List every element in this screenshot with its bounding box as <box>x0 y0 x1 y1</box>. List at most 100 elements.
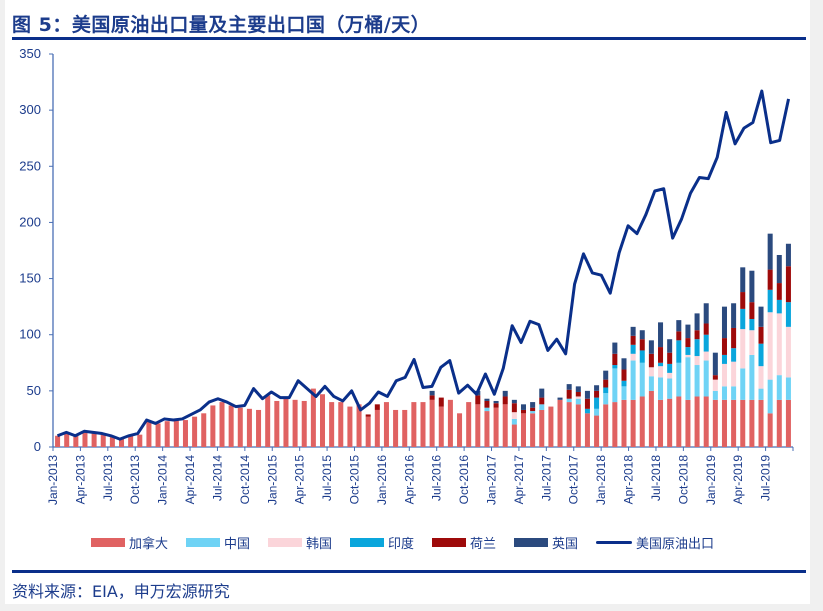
bar-segment-uk <box>603 370 609 380</box>
bar-segment-netherlands <box>676 331 682 341</box>
x-tick-label: Jan-2019 <box>704 455 718 505</box>
bar-segment-canada <box>447 399 453 447</box>
x-tick-label: Apr-2017 <box>512 455 526 505</box>
bar-segment-canada <box>219 402 225 447</box>
bar-segment-canada <box>575 404 581 447</box>
bar-segment-canada <box>466 402 472 447</box>
bar-segment-netherlands <box>758 326 764 344</box>
bar-segment-china <box>566 398 572 403</box>
legend-label: 英国 <box>552 537 579 552</box>
legend-label: 美国原油出口 <box>636 537 715 552</box>
bar-segment-canada <box>274 400 280 447</box>
bar-segment-netherlands <box>749 302 755 319</box>
bar-segment-china <box>767 379 773 414</box>
bar-segment-netherlands <box>530 407 536 412</box>
bar-segment-uk <box>484 398 490 401</box>
bar-segment-china <box>731 386 737 400</box>
bar-segment-canada <box>155 423 161 447</box>
bar-segment-canada <box>612 402 618 447</box>
legend-swatch-netherlands <box>432 538 466 547</box>
bar-segment-uk <box>520 404 526 410</box>
x-tick-label: Jan-2017 <box>485 455 499 505</box>
bar-segment-canada <box>594 415 600 447</box>
bar-segment-canada <box>785 399 791 447</box>
bar-segment-netherlands <box>612 353 618 366</box>
chart-panel <box>5 0 810 604</box>
bar-segment-india <box>731 348 737 362</box>
bar-segment-china <box>703 360 709 397</box>
legend-item-korea: 韩国 <box>267 533 332 552</box>
bar-segment-india <box>703 334 709 352</box>
bar-segment-canada <box>237 407 243 447</box>
bar-segment-canada <box>319 394 326 447</box>
bar-segment-canada <box>402 409 408 447</box>
bar-segment-korea <box>731 361 737 387</box>
bar-segment-canada <box>557 399 563 447</box>
bar-segment-canada <box>182 420 188 447</box>
x-tick-label: Jan-2015 <box>265 455 279 505</box>
x-tick-label: Jul-2016 <box>430 455 444 501</box>
x-tick-label: Oct-2017 <box>567 455 581 505</box>
bar-segment-canada <box>721 399 727 447</box>
bar-segment-canada <box>173 420 179 447</box>
bar-segment-korea <box>749 330 755 355</box>
bar-segment-canada <box>383 402 389 447</box>
bar-segment-uk <box>612 342 618 354</box>
bar-segment-canada <box>393 409 399 447</box>
source-note: 资料来源：EIA，申万宏源研究 <box>12 582 230 601</box>
bar-segment-uk <box>685 324 691 339</box>
bar-segment-netherlands <box>539 397 545 405</box>
x-tick-label: Jul-2014 <box>210 455 224 501</box>
bar-segment-canada <box>703 396 709 447</box>
bar-segment-canada <box>64 433 70 447</box>
bar-segment-uk <box>511 399 517 404</box>
bar-segment-canada <box>82 432 88 447</box>
bar-segment-netherlands <box>511 403 517 413</box>
legend-label: 加拿大 <box>128 537 168 552</box>
bar-segment-canada <box>109 435 115 447</box>
bar-segment-uk <box>648 340 654 354</box>
line-us-crude-exports <box>56 89 791 441</box>
bar-segment-canada <box>740 399 746 447</box>
bar-segment-uk <box>594 385 600 391</box>
x-tick-label: Jan-2016 <box>375 455 389 505</box>
bar-segment-canada <box>338 402 344 447</box>
x-tick-label: Apr-2018 <box>622 455 636 505</box>
bar-segment-netherlands <box>566 389 572 399</box>
bar-segment-korea <box>758 366 764 389</box>
bar-segment-canada <box>73 435 79 447</box>
y-tick-label: 200 <box>19 214 41 229</box>
bar-segment-canada <box>658 399 664 447</box>
bar-segment-india <box>630 344 636 354</box>
y-tick-label: 50 <box>27 383 41 398</box>
bar-segment-netherlands <box>658 347 664 363</box>
bar-segment-canada <box>639 396 645 447</box>
legend-swatch-china <box>185 538 220 547</box>
bar-segment-netherlands <box>594 390 600 398</box>
bar-segment-china <box>630 360 636 400</box>
bar-segment-china <box>639 362 645 397</box>
bar-segment-netherlands <box>639 339 645 351</box>
legend-label: 中国 <box>223 537 250 552</box>
bars <box>55 233 791 447</box>
bar-segment-korea <box>685 354 691 358</box>
bar-segment-india <box>721 354 727 364</box>
bar-segment-uk <box>566 384 572 390</box>
legend-item-china: 中国 <box>185 533 250 552</box>
bar-segment-netherlands <box>429 395 435 400</box>
bar-segment-netherlands <box>520 409 526 414</box>
bar-segment-india <box>667 363 673 373</box>
bar-segment-canada <box>374 409 380 447</box>
bar-segment-canada <box>55 435 61 447</box>
bar-segment-uk <box>694 313 700 331</box>
bar-segment-canada <box>265 395 271 447</box>
y-tick-label: 0 <box>34 439 41 454</box>
bar-segment-canada <box>192 416 198 447</box>
legend-swatch-canada <box>90 538 125 547</box>
bar-segment-china <box>740 368 746 400</box>
bar-segment-netherlands <box>603 379 609 388</box>
bar-segment-canada <box>511 424 517 447</box>
bar-segment-uk <box>557 397 563 400</box>
bar-segment-uk <box>676 320 682 332</box>
x-tick-label: Jul-2013 <box>101 455 115 501</box>
